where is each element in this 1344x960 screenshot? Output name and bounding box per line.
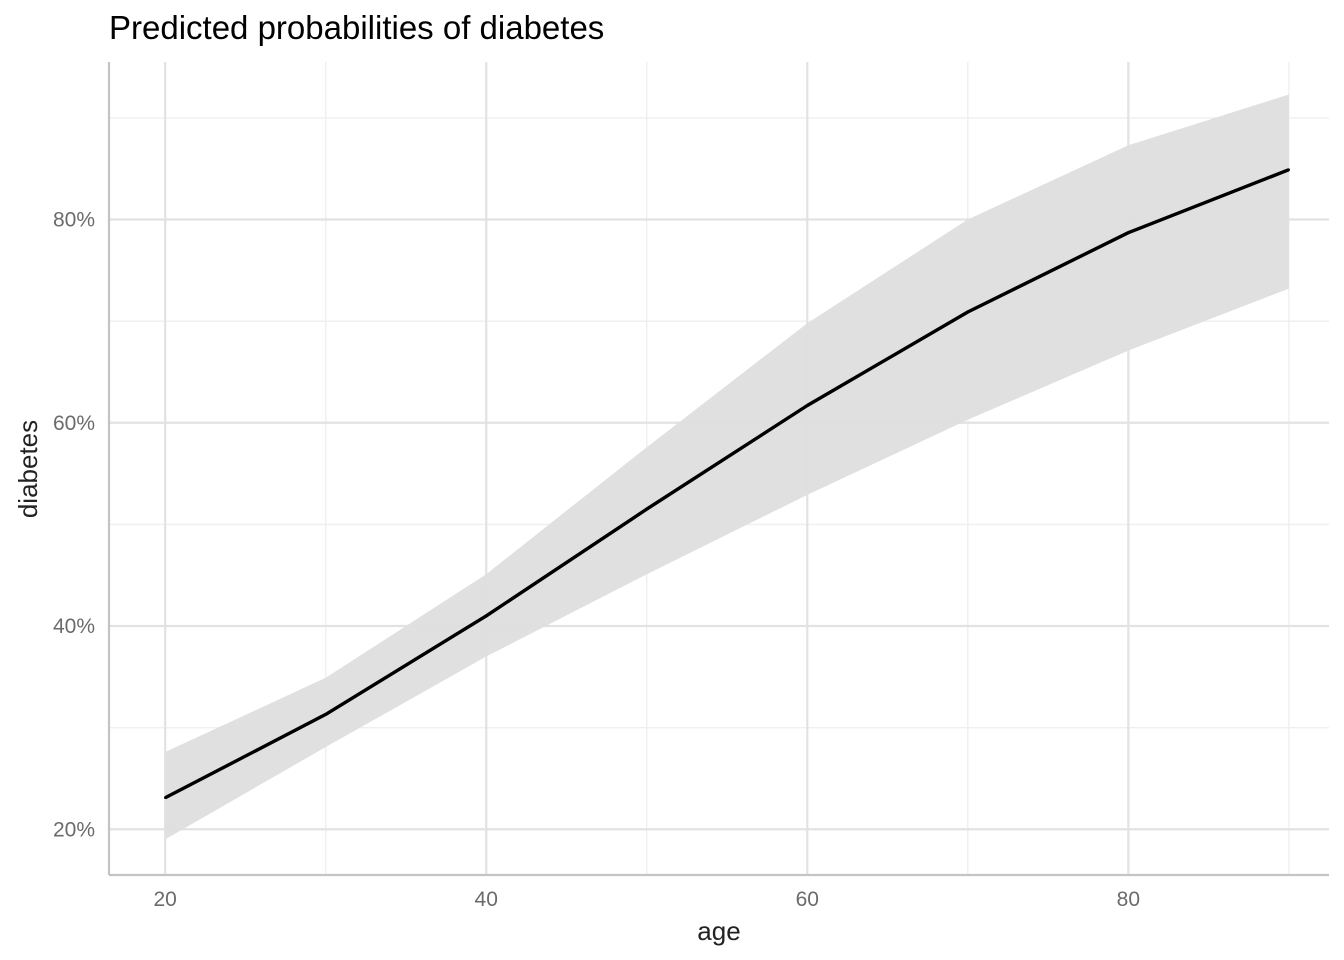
y-tick-labels: 20% 40% 60% 80% [53, 209, 95, 842]
prediction-line-layer [163, 168, 1291, 800]
x-tick-label: 60 [796, 888, 819, 911]
confidence-band [165, 94, 1289, 840]
x-tick-label: 80 [1117, 888, 1140, 911]
x-axis-title: age [697, 916, 740, 946]
y-tick-label: 80% [53, 209, 95, 232]
x-tick-labels: 20 40 60 80 [154, 888, 1141, 911]
axis-layer [107, 62, 1329, 877]
confidence-band-layer [165, 94, 1289, 840]
prediction-point [324, 713, 327, 716]
prediction-point [1287, 168, 1291, 171]
prediction-point [485, 614, 488, 618]
prediction-point [1127, 231, 1130, 234]
prediction-point [163, 796, 167, 799]
y-tick-label: 20% [53, 818, 95, 841]
chart-title: Predicted probabilities of diabetes [109, 9, 604, 46]
y-tick-label: 40% [53, 615, 95, 638]
x-tick-label: 20 [154, 888, 177, 911]
prediction-point [645, 507, 648, 511]
prediction-point [806, 404, 809, 407]
x-tick-label: 40 [475, 888, 498, 911]
y-axis-title: diabetes [13, 420, 43, 518]
prediction-point [966, 310, 970, 314]
prediction-line [164, 168, 1290, 800]
y-tick-label: 60% [53, 412, 95, 435]
